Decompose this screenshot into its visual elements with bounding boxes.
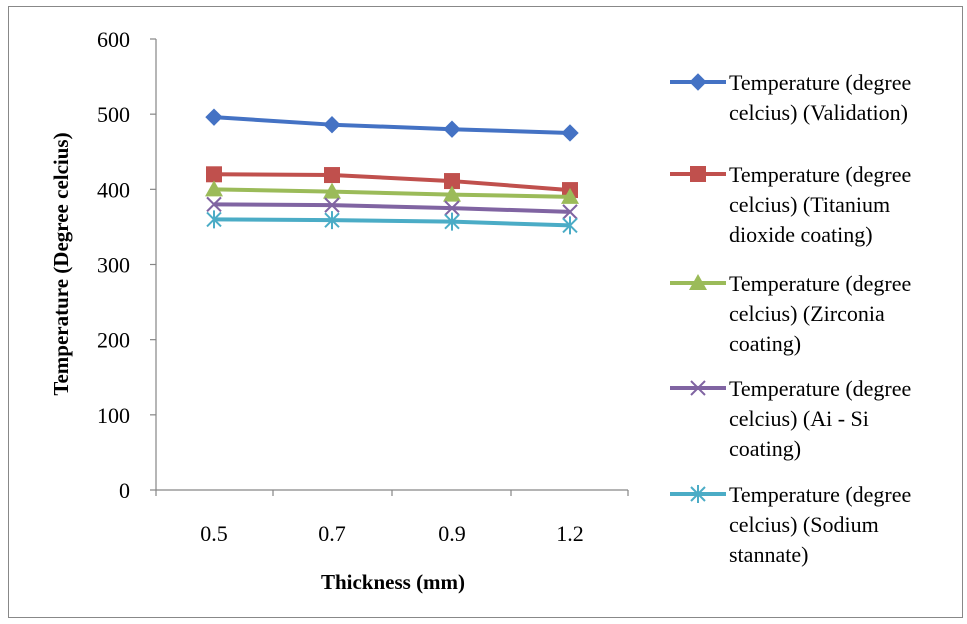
x-tick-labels: 0.5 0.7 0.9 1.2 [200,521,584,546]
data-point [324,167,340,184]
legend-label: celcius) (Zirconia [729,301,885,326]
data-point [444,200,460,216]
x-tick-label: 0.9 [438,521,466,546]
legend-entry: Temperature (degree celcius) (Validation) [670,70,911,125]
legend-label: Temperature (degree [729,70,911,95]
data-point [324,211,340,230]
series-line [213,115,571,135]
y-tick-label: 0 [119,478,130,503]
x-tick-label: 0.5 [200,521,228,546]
data-point [562,204,578,220]
legend-label: celcius) (Sodium [729,512,879,537]
axes [150,38,629,496]
legend-marker [690,166,706,182]
x-tick-label: 1.2 [556,521,584,546]
legend-label: coating) [729,331,801,356]
data-point [205,108,223,126]
legend-label: dioxide coating) [729,222,873,247]
legend-label: Temperature (degree [729,162,911,187]
data-point [561,187,579,204]
y-tick-label: 200 [97,328,130,353]
legend-entry: Temperature (degree celcius) (Zirconia coa… [670,271,911,356]
y-axis-title: Temperature (Degree celcius) [49,132,73,395]
legend-label: Temperature (degree [729,271,911,296]
series-4 [206,196,578,220]
y-tick-labels: 0 100 200 300 400 500 600 [97,27,130,503]
x-tick-label: 0.7 [318,521,346,546]
data-point [324,197,340,213]
data-point [561,124,579,142]
legend-label: celcius) (Validation) [729,100,908,125]
data-point [206,196,222,213]
data-point [443,185,461,202]
series-5 [206,210,578,235]
legend-marker [690,485,706,503]
y-tick-label: 600 [97,27,130,52]
legend-label: Temperature (degree [729,376,911,401]
data-point [206,166,222,183]
data-point [323,182,341,199]
series-line [213,202,571,214]
legend: Temperature (degree celcius) (Validation)… [670,70,911,567]
data-point [323,115,341,134]
y-tick-label: 400 [97,177,130,202]
data-point [444,212,460,231]
series-3 [205,180,579,204]
legend-entry: Temperature (degree celcius) (Sodium stann… [670,482,911,567]
y-tick-label: 500 [97,102,130,127]
legend-marker [689,73,707,91]
legend-marker [690,380,706,396]
data-point [444,173,460,190]
legend-entry: Temperature (degree celcius) (Ai - Si coat… [670,376,911,461]
data-point [562,216,578,235]
legend-marker [689,274,707,290]
legend-label: Temperature (degree [729,482,911,507]
series-line [213,217,571,228]
legend-label: celcius) (Ai - Si [729,406,869,431]
y-tick-label: 300 [97,253,130,278]
legend-label: coating) [729,436,801,461]
series-line [213,172,571,193]
data-point [206,210,222,229]
legend-entry: Temperature (degree celcius) (Titanium dio… [670,162,911,247]
legend-label: stannate) [729,542,808,567]
series-group [205,108,579,235]
legend-label: celcius) (Titanium [729,192,890,217]
series-line [213,187,571,199]
y-tick-label: 100 [97,403,130,428]
chart-frame [8,6,963,618]
x-axis-title: Thickness (mm) [321,570,465,594]
series-1 [205,108,579,142]
data-point [205,180,223,197]
data-point [443,120,461,138]
